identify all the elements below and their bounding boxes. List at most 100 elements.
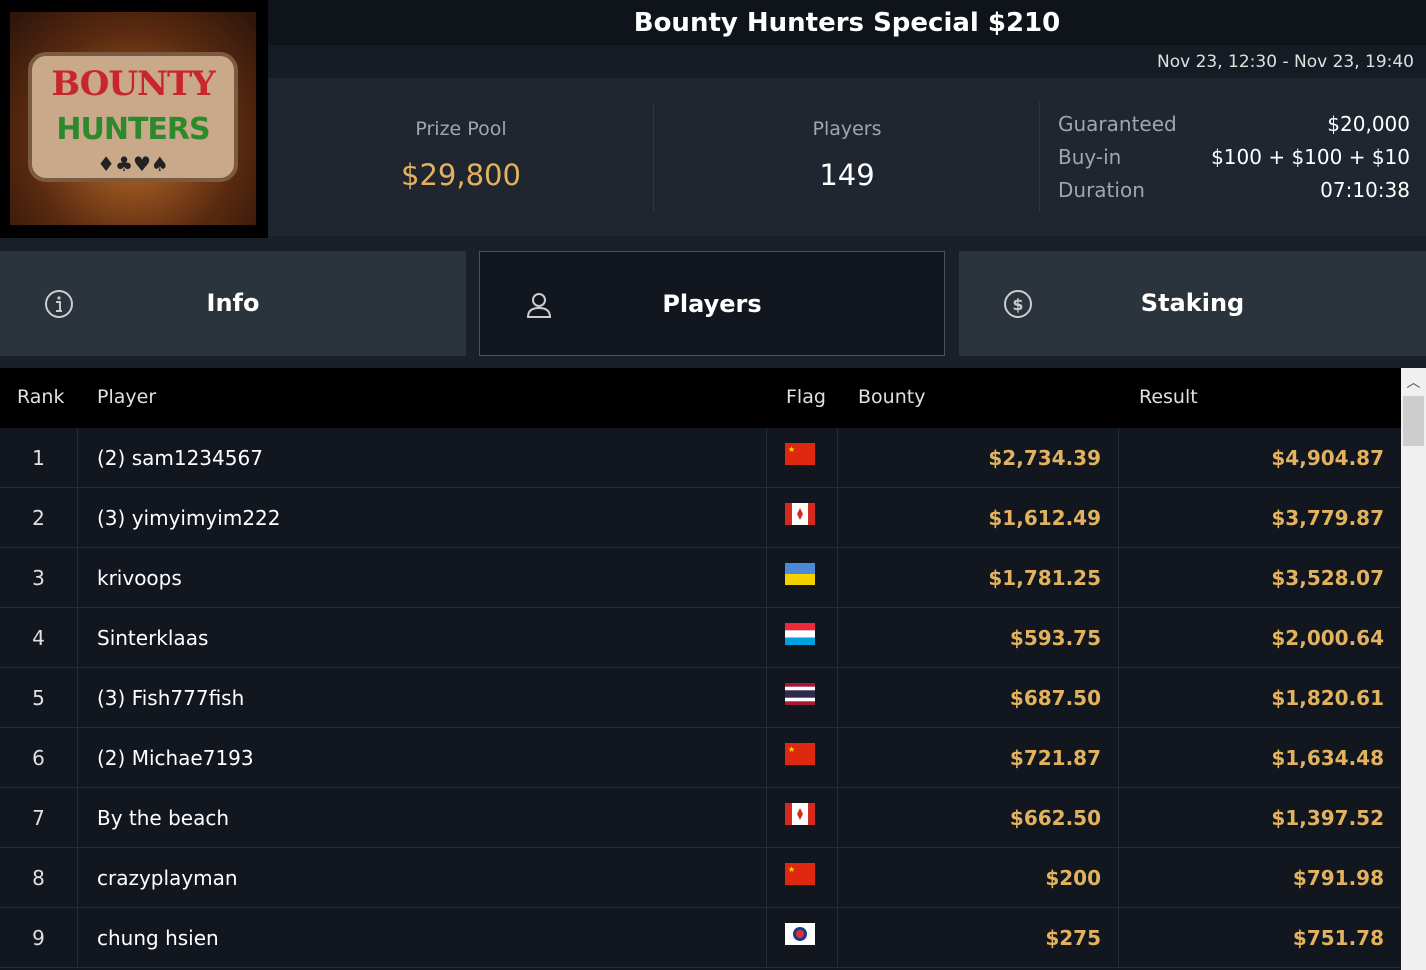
flag-cell: [767, 668, 838, 728]
duration-row: Duration 07:10:38: [1058, 178, 1410, 211]
table-row[interactable]: 7 By the beach $662.50 $1,397.52: [0, 788, 1401, 848]
tab-label: Staking: [1140, 289, 1245, 317]
flag-china-icon: ★: [785, 743, 815, 765]
logo-text-hunters: HUNTERS: [56, 112, 210, 147]
dollar-coin-icon: $: [1004, 290, 1032, 318]
detail-value: 07:10:38: [1320, 178, 1410, 202]
table-row[interactable]: 3 krivoops $1,781.25 $3,528.07: [0, 548, 1401, 608]
rank-cell: 4: [0, 608, 78, 668]
player-name[interactable]: (2) Michae7193: [78, 728, 767, 788]
bounty-cell: $687.50: [838, 668, 1119, 728]
flag-cell: [767, 908, 838, 968]
flag-thailand-icon: [785, 683, 815, 705]
bounty-cell: $721.87: [838, 728, 1119, 788]
result-cell: $3,528.07: [1271, 566, 1384, 590]
bounty-cell: $275: [838, 908, 1119, 968]
table-row[interactable]: 8 crazyplayman ★ $200 $791.98: [0, 848, 1401, 908]
tournament-logo: BOUNTY HUNTERS ♦♣♥♠: [0, 0, 268, 238]
detail-value: $20,000: [1327, 112, 1410, 136]
table-header: Rank Player Flag Bounty Result: [0, 368, 1401, 428]
flag-cell: ★: [767, 728, 838, 788]
player-name[interactable]: (3) Fish777fish: [78, 668, 767, 728]
bounty-cell: $200: [838, 848, 1119, 908]
player-name[interactable]: crazyplayman: [78, 848, 767, 908]
header-result[interactable]: Result: [1139, 386, 1198, 408]
table-row[interactable]: 6 (2) Michae7193 ★ $721.87 $1,634.48: [0, 728, 1401, 788]
tab-staking[interactable]: $ Staking: [959, 251, 1426, 356]
tab-players[interactable]: Players: [479, 251, 945, 356]
bounty-cell: $1,612.49: [838, 488, 1119, 548]
tab-info[interactable]: Info: [0, 251, 466, 356]
buyin-row: Buy-in $100 + $100 + $10: [1058, 145, 1410, 178]
table-row[interactable]: 4 Sinterklaas $593.75 $2,000.64: [0, 608, 1401, 668]
players-stat: Players 149: [654, 102, 1040, 212]
header-bounty[interactable]: Bounty: [858, 386, 926, 408]
player-name[interactable]: krivoops: [78, 548, 767, 608]
table-row[interactable]: 5 (3) Fish777fish $687.50 $1,820.61: [0, 668, 1401, 728]
tournament-title: Bounty Hunters Special $210: [268, 0, 1426, 45]
rank-cell: 2: [0, 488, 78, 548]
result-cell: $1,820.61: [1271, 686, 1384, 710]
rank-cell: 8: [0, 848, 78, 908]
flag-china-icon: ★: [785, 443, 815, 465]
flag-china-icon: ★: [785, 863, 815, 885]
header-flag[interactable]: Flag: [786, 386, 826, 408]
guaranteed-row: Guaranteed $20,000: [1058, 112, 1410, 145]
detail-value: $100 + $100 + $10: [1211, 145, 1410, 169]
table-row[interactable]: 1 (2) sam1234567 ★ $2,734.39 $4,904.87: [0, 428, 1401, 488]
players-label: Players: [812, 118, 882, 140]
rank-cell: 1: [0, 428, 78, 488]
players-table: Rank Player Flag Bounty Result 1 (2) sam…: [0, 368, 1401, 970]
flag-cell: [767, 788, 838, 848]
bounty-cell: $2,734.39: [838, 428, 1119, 488]
player-name[interactable]: (2) sam1234567: [78, 428, 767, 488]
result-cell: $3,779.87: [1271, 506, 1384, 530]
rank-cell: 6: [0, 728, 78, 788]
tab-label: Players: [662, 290, 762, 318]
players-value: 149: [819, 158, 875, 192]
flag-canada-icon: [785, 503, 815, 525]
scrollbar-thumb[interactable]: [1403, 396, 1424, 446]
player-name[interactable]: (3) yimyimyim222: [78, 488, 767, 548]
flag-ukraine-icon: [785, 563, 815, 585]
result-cell: $1,634.48: [1271, 746, 1384, 770]
prize-pool-label: Prize Pool: [415, 118, 507, 140]
rank-cell: 9: [0, 908, 78, 968]
stats-panel: Prize Pool $29,800 Players 149 Guarantee…: [268, 78, 1426, 236]
flag-canada-icon: [785, 803, 815, 825]
player-name[interactable]: By the beach: [78, 788, 767, 848]
player-name[interactable]: chung hsien: [78, 908, 767, 968]
bounty-cell: $1,781.25: [838, 548, 1119, 608]
svg-text:★: ★: [788, 865, 795, 874]
detail-label: Buy-in: [1058, 145, 1122, 169]
table-row[interactable]: 2 (3) yimyimyim222 $1,612.49 $3,779.87: [0, 488, 1401, 548]
tournament-dates: Nov 23, 12:30 - Nov 23, 19:40: [268, 45, 1426, 78]
tab-label: Info: [206, 289, 260, 317]
rank-cell: 5: [0, 668, 78, 728]
svg-text:★: ★: [788, 445, 795, 454]
result-cell: $751.78: [1292, 926, 1384, 950]
result-cell: $2,000.64: [1271, 626, 1384, 650]
result-cell: $1,397.52: [1271, 806, 1384, 830]
prize-pool-value: $29,800: [401, 158, 521, 192]
detail-label: Guaranteed: [1058, 112, 1177, 136]
table-row[interactable]: 9 chung hsien $275 $751.78: [0, 908, 1401, 968]
player-name[interactable]: Sinterklaas: [78, 608, 767, 668]
scrollbar[interactable]: ︿: [1401, 368, 1426, 970]
flag-cell: ★: [767, 848, 838, 908]
flag-cell: [767, 608, 838, 668]
divider: [653, 102, 654, 212]
header-player[interactable]: Player: [97, 386, 157, 408]
scroll-up-icon[interactable]: ︿: [1406, 375, 1421, 391]
svg-text:★: ★: [788, 745, 795, 754]
flag-luxembourg-icon: [785, 623, 815, 645]
result-cell: $4,904.87: [1271, 446, 1384, 470]
detail-label: Duration: [1058, 178, 1145, 202]
bounty-cell: $593.75: [838, 608, 1119, 668]
prize-pool-stat: Prize Pool $29,800: [268, 102, 654, 212]
svg-text:$: $: [1012, 295, 1023, 314]
result-cell: $791.98: [1292, 866, 1384, 890]
divider: [1039, 102, 1040, 212]
user-icon: [526, 293, 552, 318]
header-rank[interactable]: Rank: [17, 386, 65, 408]
